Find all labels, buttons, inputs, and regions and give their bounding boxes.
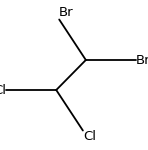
Text: Cl: Cl: [0, 84, 6, 96]
Text: Br: Br: [59, 6, 74, 20]
Text: Br: Br: [136, 54, 148, 66]
Text: Cl: Cl: [83, 130, 96, 144]
